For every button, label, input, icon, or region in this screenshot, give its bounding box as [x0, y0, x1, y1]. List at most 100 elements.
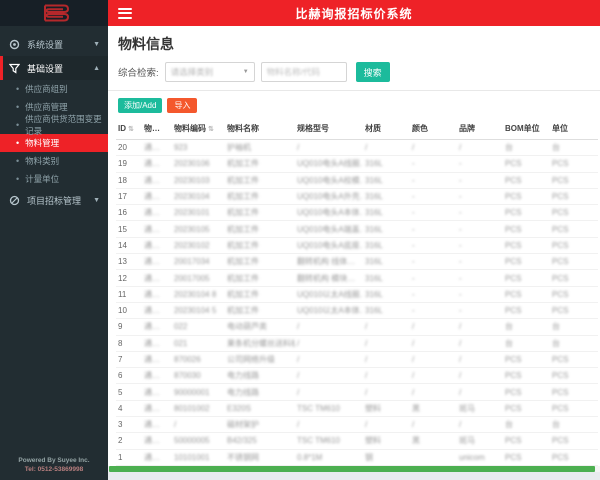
table-row[interactable]: 2 通… 50000005 B42/325 TSC TM610 塑料黑斑马 PCS PCS: [116, 432, 598, 450]
sidebar-item-basic-settings[interactable]: 基础设置 ▲: [0, 56, 108, 80]
cell-color: -: [410, 302, 457, 320]
table-row[interactable]: 18 通… 20230103 机加工件 UQ010电头A校模… 316L - - PCS PCS: [116, 172, 598, 189]
cell-unit: PCS: [550, 155, 598, 173]
table-row[interactable]: 19 通… 20230106 机加工件 UQ010电头A线圈… 316L - - PCS PCS: [116, 155, 598, 173]
cell-color: -: [410, 188, 457, 206]
cell-code: 021: [172, 335, 225, 352]
import-button[interactable]: 导入: [167, 98, 198, 113]
cell-material: 316L: [363, 204, 410, 222]
table-row[interactable]: 1 通… 10101001 不锈钢网 0.8*1M 钢 unicom PCS PCS: [116, 449, 598, 466]
cell-name: 护袖机: [225, 139, 295, 157]
sidebar-item-project-bidding[interactable]: 项目招标管理 ▼: [0, 188, 108, 212]
table-row[interactable]: 5 通… 90000001 电力线路 / / / / PCS PCS: [116, 383, 598, 401]
cell-name: B42/325: [225, 432, 295, 450]
search-row: 综合检索: 请选择类别 ▼ 物料名称/代码 搜索: [118, 62, 600, 82]
cell-id: 9: [116, 318, 142, 336]
sidebar-subitem-link[interactable]: • 物料类别: [0, 152, 108, 170]
cell-code: 20230106: [172, 155, 225, 173]
column-header: 颜色: [410, 119, 457, 140]
cell-name: E320S: [225, 400, 295, 418]
column-header: 规格型号: [295, 119, 363, 140]
cell-code: 20230104 8: [172, 286, 225, 303]
cell-code: 20230104 5: [172, 302, 225, 320]
cell-id: 15: [116, 220, 142, 238]
sidebar-subitem-link[interactable]: • 计量单位: [0, 170, 108, 188]
cell-spec: UQ010以太A本体…: [295, 302, 363, 320]
table-row[interactable]: 7 通… 870026 公司网络升级 / / / / PCS PCS: [116, 351, 598, 369]
cell-code: 022: [172, 318, 225, 336]
table-row[interactable]: 9 通… 022 电动葫芦类 / / / / 台台: [116, 318, 598, 336]
category-select[interactable]: 请选择类别 ▼: [164, 62, 255, 82]
cell-bom_unit: PCS: [503, 449, 550, 466]
table-row[interactable]: 11 通… 20230104 8 机加工件 UQ010以太A线圈… 316L - - PCS PC…: [116, 286, 598, 303]
cell-brand: /: [457, 335, 503, 352]
cell-brand: /: [457, 367, 503, 385]
table-row[interactable]: 6 通… 870030 电力线路 / / / / PCS PCS: [116, 367, 598, 385]
table-row[interactable]: 17 通… 20230104 机加工件 UQ010电头A外壳… 316L - - PCS PCS: [116, 188, 598, 206]
cell-color: /: [410, 367, 457, 385]
cell-spec: /: [295, 367, 363, 385]
horizontal-scrollbar-thumb[interactable]: [109, 466, 595, 472]
sidebar-subitem-active[interactable]: • 物料管理: [0, 134, 108, 152]
cell-brand: /: [457, 383, 503, 401]
cell-brand: -: [457, 155, 503, 173]
table-row[interactable]: 20 通… 923 护袖机 / / / / 台台: [116, 139, 598, 157]
cell-material: /: [363, 318, 410, 336]
cell-material: /: [363, 416, 410, 434]
bullet-icon: •: [16, 174, 20, 184]
table-row[interactable]: 10 通… 20230104 5 机加工件 UQ010以太A本体… 316L - - PCS PC…: [116, 302, 598, 320]
table-row[interactable]: 13 通… 20017034 机加工件 翻转机构 线体… 316L - - PCS PCS: [116, 253, 598, 271]
cell-id: 14: [116, 237, 142, 255]
column-header: 物料名称: [225, 119, 295, 140]
column-header[interactable]: 物料编码 ⇅: [172, 119, 225, 140]
sidebar-item-label: 项目招标管理: [27, 195, 82, 206]
cell-material: /: [363, 383, 410, 401]
telephone-text: Tel: 0512-53869998: [24, 466, 84, 474]
add-button[interactable]: 添加/Add: [118, 98, 163, 113]
cell-code: 20230101: [172, 204, 225, 222]
table-row[interactable]: 15 通… 20230105 机加工件 UQ010电头A端盖… 316L - - PCS PCS: [116, 220, 598, 238]
cell-bom_unit: PCS: [503, 383, 550, 401]
table-row[interactable]: 4 通… 80101002 E320S TSC TM610 塑料黑斑马 PCS PCS: [116, 400, 598, 418]
sidebar-subitem-link[interactable]: • 供应商管理: [0, 98, 108, 116]
cell-unit: PCS: [550, 269, 598, 287]
sidebar-subitem-link[interactable]: • 供应商组别: [0, 80, 108, 98]
search-input[interactable]: 物料名称/代码: [260, 62, 347, 82]
cell-spec: UQ010电头A线圈…: [295, 155, 363, 173]
table-row[interactable]: 14 通… 20230102 机加工件 UQ010电头A底座… 316L - - PCS PCS: [116, 237, 598, 255]
cell-bom_unit: PCS: [503, 155, 550, 173]
column-header[interactable]: ID ⇅: [116, 119, 142, 140]
cell-id: 19: [116, 155, 142, 173]
cell-spec: 翻转机构 模块…: [295, 269, 363, 287]
cell-category: 通…: [142, 432, 172, 450]
sidebar-footer: Powered By Suyee Inc. Tel: 0512-53869998: [0, 456, 108, 476]
cell-brand: /: [457, 318, 503, 336]
cell-code: 870026: [172, 351, 225, 369]
sidebar: 系统设置 ▼ 基础设置 ▲ • 供应商组别 • 供应商管理 • 供应商供货范围变更记录 • 物…: [0, 0, 108, 480]
powered-by-text: Powered By Suyee Inc.: [18, 456, 90, 464]
column-header: 单位: [550, 119, 598, 140]
cell-id: 1: [116, 449, 142, 466]
cell-id: 11: [116, 286, 142, 303]
sort-icon[interactable]: ⇅: [208, 126, 214, 133]
search-button[interactable]: 搜索: [355, 62, 390, 82]
cell-brand: -: [457, 220, 503, 238]
cell-material: 316L: [363, 220, 410, 238]
cell-brand: /: [457, 351, 503, 369]
sort-icon[interactable]: ⇅: [128, 126, 134, 133]
cell-unit: PCS: [550, 383, 598, 401]
cell-bom_unit: 台: [503, 318, 550, 336]
brand-logo-icon: [44, 4, 70, 22]
sidebar-item-system-settings[interactable]: 系统设置 ▼: [0, 32, 108, 56]
sidebar-subitem-link[interactable]: • 供应商供货范围变更记录: [0, 114, 108, 136]
horizontal-scrollbar-track[interactable]: [108, 466, 600, 472]
table-row[interactable]: 8 通… 021 果条机分螺丝送料机 / / / / 台台: [116, 335, 598, 352]
bullet-icon: •: [16, 84, 20, 94]
table-row[interactable]: 16 通… 20230101 机加工件 UQ010电头A本体… 316L - - PCS PCS: [116, 204, 598, 222]
cell-category: 通…: [142, 367, 172, 385]
table-row[interactable]: 12 通… 20017005 机加工件 翻转机构 模块… 316L - - PCS PCS: [116, 269, 598, 287]
table-row[interactable]: 3 通… / 磁材架护 / / / / 台台: [116, 416, 598, 434]
cell-id: 5: [116, 383, 142, 401]
cell-bom_unit: 台: [503, 139, 550, 157]
hamburger-menu-icon[interactable]: [118, 7, 132, 19]
